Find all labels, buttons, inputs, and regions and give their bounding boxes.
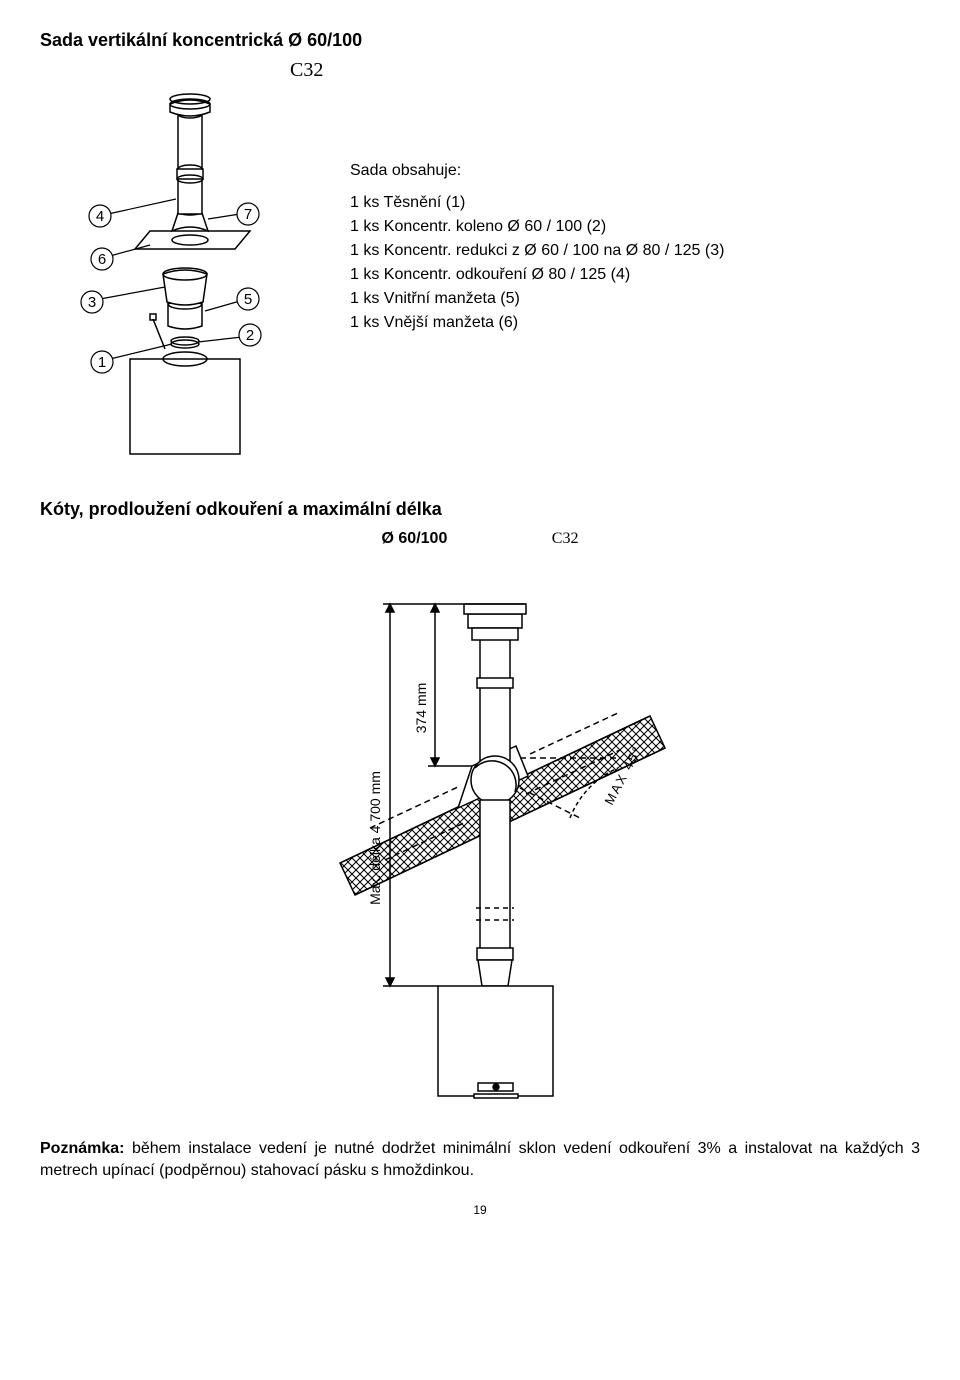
callout-4: 4 — [96, 208, 104, 225]
callout-2: 2 — [246, 327, 254, 344]
contents-item: 1 ks Vnitřní manžeta (5) — [350, 287, 724, 311]
kit-svg: 4 7 6 3 5 2 1 — [40, 59, 320, 459]
contents-item: 1 ks Koncentr. redukci z Ø 60 / 100 na Ø… — [350, 239, 724, 263]
c32-label-upper: C32 — [290, 59, 323, 82]
note-text: během instalace vedení je nutné dodržet … — [40, 1140, 920, 1179]
kit-diagram: C32 — [40, 59, 320, 459]
callout-5: 5 — [244, 291, 252, 308]
callout-7: 7 — [244, 206, 252, 223]
c32-label-lower: C32 — [552, 530, 579, 547]
note-label: Poznámka: — [40, 1140, 124, 1157]
dim-max-length: Max. délka 4 700 mm — [367, 771, 383, 905]
page-title: Sada vertikální koncentrická Ø 60/100 — [40, 30, 920, 51]
contents-item: 1 ks Vnější manžeta (6) — [350, 311, 724, 335]
elevation-diagram: 374 mm Max. délka 4 700 mm MAX 45° — [220, 558, 740, 1118]
contents-heading: Sada obsahuje: — [350, 159, 724, 183]
contents-item: 1 ks Těsnění (1) — [350, 191, 724, 215]
elevation-svg: 374 mm Max. délka 4 700 mm MAX 45° — [220, 558, 740, 1118]
diameter-line: Ø 60/100 C32 — [40, 530, 920, 548]
contents-item: 1 ks Koncentr. odkouření Ø 80 / 125 (4) — [350, 263, 724, 287]
contents-item: 1 ks Koncentr. koleno Ø 60 / 100 (2) — [350, 215, 724, 239]
callout-3: 3 — [88, 294, 96, 311]
page-number: 19 — [40, 1203, 920, 1217]
koty-heading: Kóty, prodloužení odkouření a maximální … — [40, 499, 920, 520]
upper-section: C32 — [40, 59, 920, 459]
note-paragraph: Poznámka: během instalace vedení je nutn… — [40, 1138, 920, 1183]
diameter-label: Ø 60/100 — [382, 530, 448, 547]
kit-contents: Sada obsahuje: 1 ks Těsnění (1) 1 ks Kon… — [350, 159, 724, 335]
dim-374: 374 mm — [413, 683, 429, 734]
callout-6: 6 — [98, 251, 106, 268]
callout-1: 1 — [98, 354, 106, 371]
